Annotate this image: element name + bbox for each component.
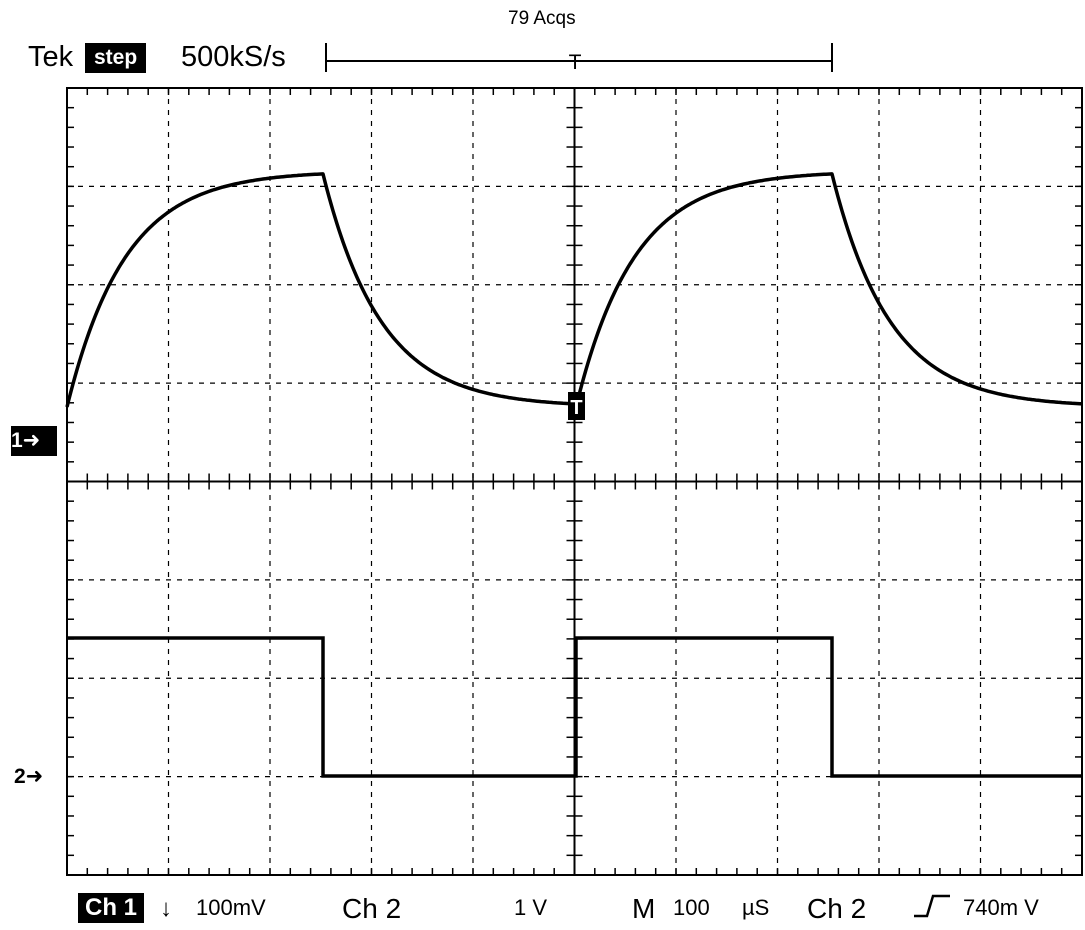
trigger-level: 740m V [963, 895, 1039, 920]
acquire-mode-badge[interactable]: step [85, 43, 147, 73]
graticule-ticks [66, 87, 1083, 876]
ch1-coupling-icon: ↓ [160, 895, 172, 922]
rising-edge-icon [914, 894, 950, 918]
svg-text:T: T [570, 397, 582, 419]
timebase-unit: µS [742, 895, 770, 920]
ch2-trace [67, 636, 1082, 778]
ch1-label[interactable]: Ch 1 [78, 893, 145, 923]
ch2-ground-marker[interactable]: 2➜ [14, 765, 44, 788]
record-trigger-marker: T [569, 51, 582, 74]
record-view-bar: T [325, 43, 833, 74]
brand-label: Tek [28, 41, 74, 73]
trigger-point-marker[interactable]: T [568, 392, 585, 420]
ch2-label[interactable]: Ch 2 [342, 893, 402, 924]
ch1-scale: 100mV [196, 895, 266, 920]
trigger-source[interactable]: Ch 2 [807, 893, 867, 924]
timebase-value: 100 [673, 895, 710, 920]
ch2-scale: 1 V [514, 895, 548, 920]
timebase-label: M [632, 893, 656, 924]
ch1-ground-marker[interactable]: 1➜ [11, 426, 57, 456]
acquisition-count: 79 Acqs [508, 8, 576, 29]
sample-rate: 500kS/s [181, 41, 286, 73]
